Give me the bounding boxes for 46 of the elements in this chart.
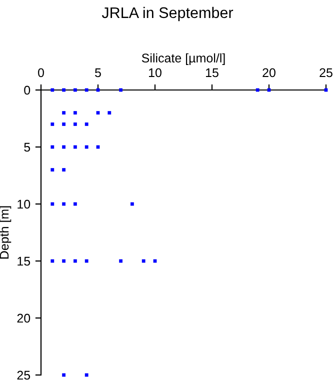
point (142, 259, 146, 263)
y-tick-label: 5 (24, 142, 30, 152)
y-tick-label: 20 (17, 314, 30, 323)
y-tick-label: 10 (18, 200, 30, 209)
y-tick-label: 15 (18, 256, 30, 266)
point (62, 259, 66, 263)
x-axis-title: Silicate [µmol/l] (142, 53, 225, 65)
point (84, 88, 88, 92)
point (50, 145, 54, 149)
point (119, 259, 122, 263)
point (62, 88, 66, 92)
x-tick-label: 10 (149, 68, 162, 78)
point (74, 122, 77, 126)
x-tick-label: 15 (206, 68, 218, 78)
point (84, 259, 88, 263)
x-tick-label: 20 (262, 68, 276, 78)
point (50, 168, 54, 172)
point (50, 259, 54, 263)
point (108, 111, 112, 114)
y-tick-label: 25 (17, 370, 30, 380)
y-tick-label: 0 (24, 86, 30, 95)
point (62, 202, 66, 206)
x-tick-label: 0 (38, 68, 44, 78)
point (74, 202, 77, 206)
x-tick-label: 25 (320, 68, 332, 78)
point (74, 145, 77, 149)
point (50, 88, 54, 92)
point (130, 202, 134, 206)
chart-title: JRLA in September (102, 6, 234, 22)
x-tick-label: 5 (95, 68, 101, 78)
point (84, 145, 88, 149)
point (256, 88, 260, 92)
point (62, 373, 66, 377)
point (74, 88, 77, 92)
point (50, 122, 54, 126)
point (119, 88, 122, 92)
point (62, 145, 66, 149)
point (62, 122, 66, 126)
point (84, 122, 88, 126)
point (74, 259, 77, 263)
point (96, 111, 100, 114)
point (84, 373, 88, 377)
point (62, 111, 66, 114)
point (50, 202, 54, 206)
point (62, 168, 66, 172)
point (74, 111, 77, 114)
